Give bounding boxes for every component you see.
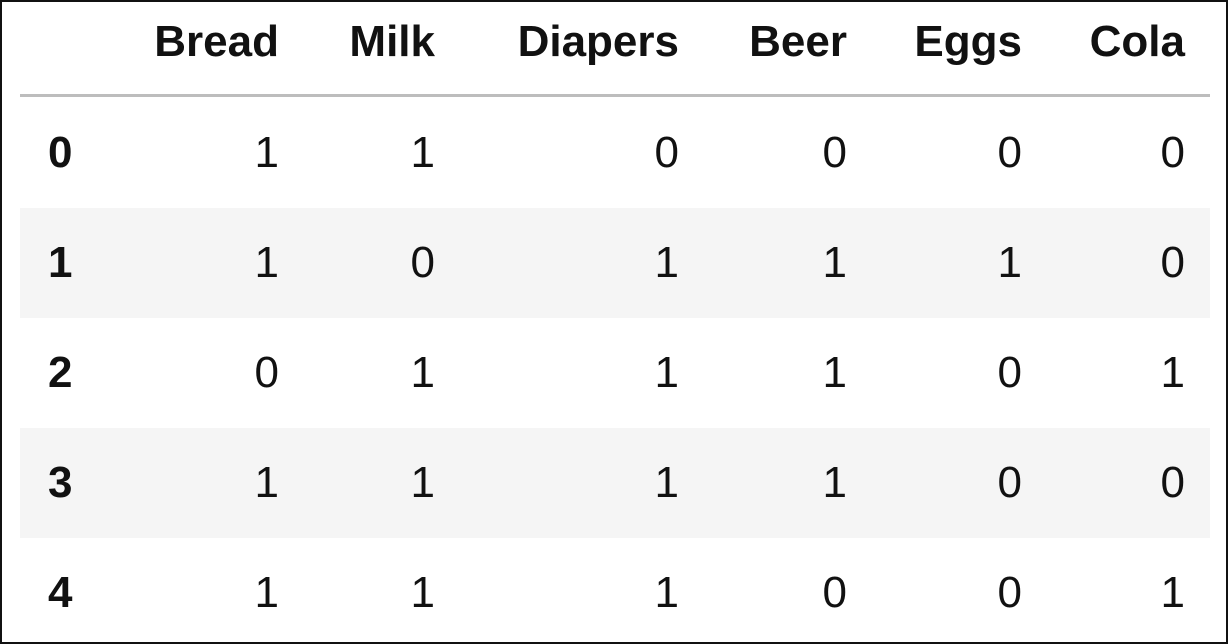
row-index: 1: [48, 238, 73, 287]
cell-value: 1: [254, 458, 279, 507]
cell-value: 0: [997, 458, 1022, 507]
column-header: Diapers: [517, 17, 679, 66]
cell-value: 0: [822, 568, 847, 617]
column-header: Milk: [349, 17, 435, 66]
row-index: 4: [48, 568, 73, 617]
cell-value: 1: [410, 458, 435, 507]
column-header: Beer: [749, 17, 847, 66]
row-index: 2: [48, 348, 73, 397]
column-header: Cola: [1089, 17, 1185, 66]
cell-value: 0: [997, 128, 1022, 177]
cell-value: 1: [254, 238, 279, 287]
cell-value: 0: [997, 568, 1022, 617]
cell-value: 0: [1160, 128, 1185, 177]
cell-value: 1: [1160, 348, 1185, 397]
cell-value: 0: [822, 128, 847, 177]
header-rule: [20, 94, 1210, 97]
cell-value: 1: [410, 568, 435, 617]
cell-value: 1: [254, 568, 279, 617]
cell-value: 1: [654, 568, 679, 617]
cell-value: 1: [410, 348, 435, 397]
cell-value: 0: [1160, 458, 1185, 507]
cell-value: 1: [654, 348, 679, 397]
cell-value: 1: [822, 458, 847, 507]
cell-value: 1: [254, 128, 279, 177]
cell-value: 1: [997, 238, 1022, 287]
cell-value: 1: [822, 348, 847, 397]
cell-value: 1: [1160, 568, 1185, 617]
cell-value: 0: [654, 128, 679, 177]
cell-value: 0: [997, 348, 1022, 397]
cell-value: 0: [254, 348, 279, 397]
column-header: Eggs: [914, 17, 1022, 66]
cell-value: 1: [822, 238, 847, 287]
cell-value: 1: [654, 458, 679, 507]
row-background: [20, 428, 1210, 538]
row-background: [20, 208, 1210, 318]
cell-value: 1: [410, 128, 435, 177]
column-header: Bread: [154, 17, 279, 66]
cell-value: 0: [1160, 238, 1185, 287]
cell-value: 0: [410, 238, 435, 287]
cell-value: 1: [654, 238, 679, 287]
row-index: 0: [48, 128, 73, 177]
row-index: 3: [48, 458, 73, 507]
